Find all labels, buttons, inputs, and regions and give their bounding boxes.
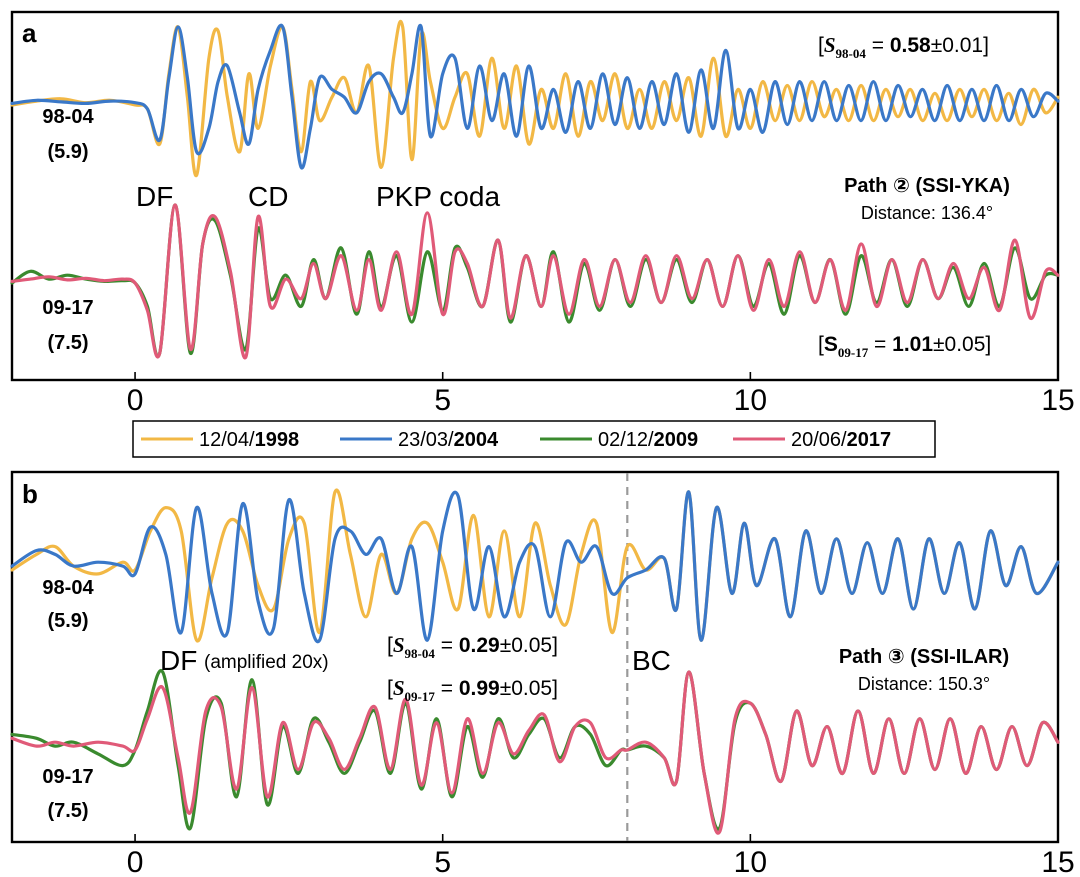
panel-b-label: b — [22, 479, 38, 509]
trace-23-03-2004 — [10, 23, 1060, 170]
panel-a-frame — [10, 10, 1060, 382]
trace-23-03-2004 — [10, 490, 1060, 644]
phase-label-pkp-coda: PKP coda — [376, 181, 500, 212]
phase-label-cd: CD — [248, 181, 288, 212]
legend-label-2009: 02/12/2009 — [598, 429, 698, 451]
phase-label-bc: BC — [632, 645, 671, 676]
legend: 12/04/1998 23/03/2004 02/12/2009 20/06/2… — [132, 420, 936, 458]
x-tick-label: 0 — [127, 384, 144, 417]
x-tick-label: 5 — [434, 384, 451, 417]
panel-a-label: a — [22, 18, 37, 48]
trace-20-06-2017 — [10, 670, 1060, 835]
panel-a-path-label: Path ② (SSI-YKA) — [844, 173, 1010, 197]
x-tick-label: 10 — [734, 846, 767, 877]
panel-a-top-trace-mag: (5.9) — [47, 141, 88, 163]
panel-b-path-label: Path ③ (SSI-ILAR) — [839, 644, 1009, 668]
legend-label-2004: 23/03/2004 — [398, 429, 499, 451]
amplification-note: (amplified 20x) — [204, 652, 329, 673]
panel-a-top-trace-pair: 98-04 — [42, 106, 94, 128]
legend-box — [132, 420, 936, 458]
x-tick-label: 0 — [127, 846, 144, 877]
panel-a-distance: Distance: 136.4° — [861, 203, 993, 223]
panel-b-top-trace-mag: (5.9) — [47, 610, 88, 632]
panel-a-x-axis: 0 5 10 15 — [127, 372, 1075, 417]
panel-b-similarity-top: [S98-04 = 0.29±0.05] — [387, 633, 558, 661]
legend-items: 12/04/1998 23/03/2004 02/12/2009 20/06/2… — [141, 429, 891, 451]
legend-label-1998: 12/04/1998 — [199, 429, 299, 451]
x-tick-label: 15 — [1041, 384, 1074, 417]
panel-b-top-trace-pair: 98-04 — [42, 577, 94, 599]
x-tick-label: 15 — [1041, 846, 1074, 877]
panel-a-bottom-trace-pair: 09-17 — [42, 297, 93, 319]
panel-b-distance: Distance: 150.3° — [858, 674, 990, 694]
legend-label-2017: 20/06/2017 — [791, 429, 891, 451]
panel-a-traces — [10, 19, 1060, 360]
panel-b-x-axis: 0 5 10 15 — [127, 834, 1075, 877]
x-tick-label: 10 — [734, 384, 767, 417]
panel-a-similarity-top: [S98-04 = 0.58±0.01] — [818, 33, 989, 61]
panel-a: 0 5 10 15 a 98-04 (5.9) 09-17 (7.5) DF CD P… — [10, 10, 1075, 417]
phase-label-df: DF — [136, 181, 173, 212]
panel-b: 0 5 10 15 b 98-04 (5.9) 09-17 (7.5) DF (amp… — [10, 470, 1075, 877]
panel-b-frame — [10, 470, 1060, 844]
panel-a-similarity-bottom: [S09-17 = 1.01±0.05] — [818, 333, 991, 360]
panel-b-bottom-trace-mag: (7.5) — [47, 800, 88, 822]
panel-b-similarity-bottom: [S09-17 = 0.99±0.05] — [387, 676, 558, 704]
phase-label-df-b: DF — [160, 645, 197, 676]
x-tick-label: 5 — [434, 846, 451, 877]
panel-b-bottom-trace-pair: 09-17 — [42, 766, 93, 788]
trace-20-06-2017 — [10, 203, 1060, 360]
panel-b-traces — [10, 488, 1060, 835]
panel-a-bottom-trace-mag: (7.5) — [47, 332, 88, 354]
